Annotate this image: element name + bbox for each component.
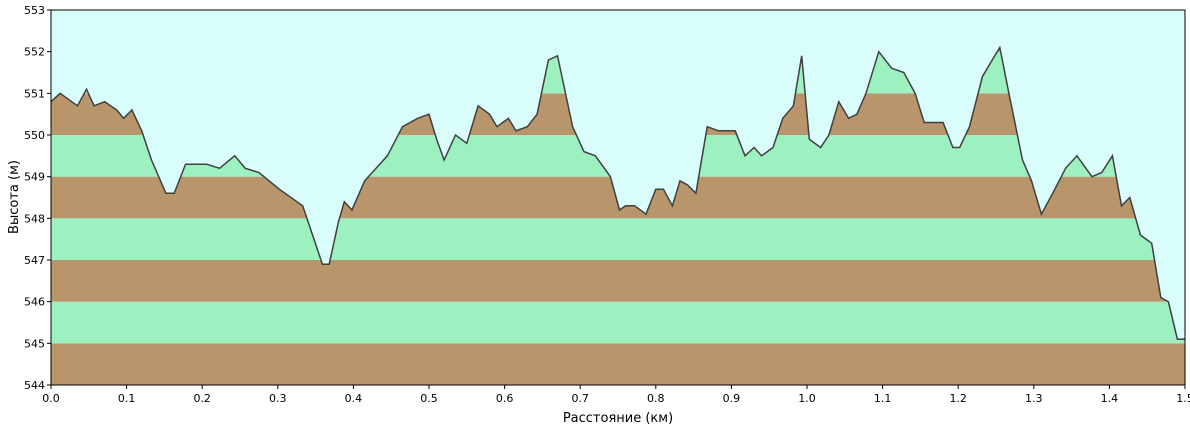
elevation-band — [51, 301, 1185, 344]
y-tick-label: 549 — [24, 171, 45, 184]
elevation-profile-line — [50, 45, 1185, 340]
elevation-band — [51, 343, 1185, 385]
y-tick-label: 552 — [24, 46, 45, 59]
x-tick-label: 0.0 — [42, 392, 60, 405]
x-tick-label: 0.2 — [193, 392, 211, 405]
y-tick-label: 551 — [24, 87, 45, 100]
x-tick-label: 0.8 — [647, 392, 665, 405]
y-tick-label: 544 — [24, 379, 45, 392]
plot-frame — [50, 9, 1186, 386]
x-tick-label: 0.7 — [571, 392, 589, 405]
x-tick-label: 0.3 — [269, 392, 287, 405]
y-tick-label: 548 — [24, 212, 45, 225]
y-tick-label: 546 — [24, 296, 45, 309]
x-tick-label: 0.5 — [420, 392, 438, 405]
x-tick-label: 1.5 — [1176, 392, 1190, 405]
x-tick-label: 0.4 — [345, 392, 363, 405]
x-tick-label: 1.1 — [874, 392, 892, 405]
x-axis-ticks: 0.0 0.1 0.2 0.3 0.4 0.5 0.6 0.7 0.8 0.9 1.0 1.1 1.2 1… — [42, 385, 1190, 405]
y-tick-label: 545 — [24, 337, 45, 350]
y-tick-label: 550 — [24, 129, 45, 142]
y-axis-ticks: 544 545 546 547 548 549 550 551 552 553 — [24, 4, 51, 392]
x-tick-label: 1.0 — [798, 392, 816, 405]
x-tick-label: 1.4 — [1101, 392, 1119, 405]
y-axis-title: Высота (м) — [7, 160, 22, 234]
elevation-band — [51, 260, 1185, 302]
x-tick-label: 0.6 — [496, 392, 514, 405]
x-tick-label: 1.3 — [1025, 392, 1043, 405]
x-tick-label: 0.1 — [118, 392, 136, 405]
x-tick-label: 1.2 — [949, 392, 967, 405]
x-axis-title: Расстояние (км) — [563, 411, 673, 426]
y-tick-label: 553 — [24, 4, 45, 17]
x-tick-label: 0.9 — [723, 392, 741, 405]
y-tick-label: 547 — [24, 254, 45, 267]
elevation-band — [51, 218, 1185, 260]
